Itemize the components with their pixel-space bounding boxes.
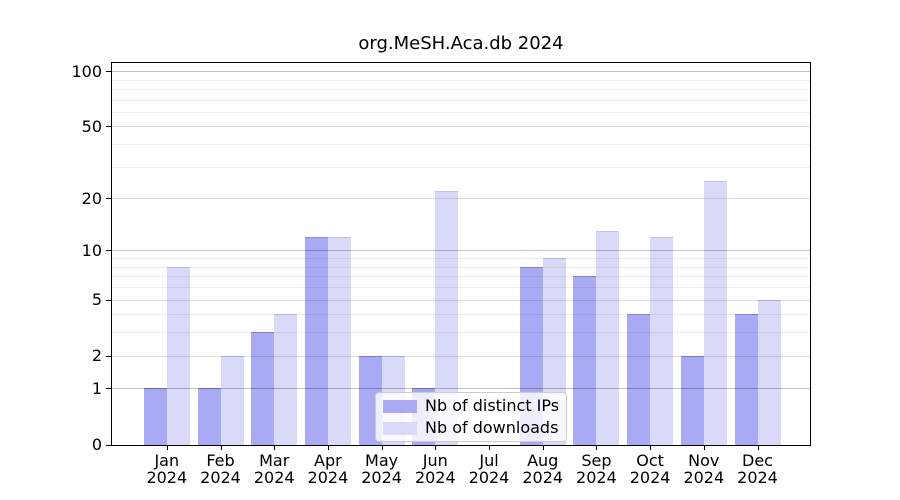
bar-downloads <box>650 236 674 445</box>
x-tick-label-line: 2024 <box>576 468 617 487</box>
x-tick-label-line: 2024 <box>253 468 295 487</box>
x-tick-label: Aug 2024 <box>503 452 583 486</box>
x-tick-mark <box>596 446 598 450</box>
plot-area <box>111 62 811 446</box>
x-tick-label-line: 2024 <box>468 468 510 487</box>
legend-item-distinct-ips: Nb of distinct IPs <box>383 397 559 415</box>
bar-downloads <box>220 355 244 445</box>
x-tick-label-line: 2024 <box>200 468 241 487</box>
x-tick-mark <box>274 446 276 450</box>
x-tick-mark <box>703 446 705 450</box>
x-tick-label-line: Mar <box>259 451 290 470</box>
gridline <box>112 111 810 113</box>
x-tick-label: Dec 2024 <box>718 452 798 486</box>
gridline <box>112 88 810 90</box>
x-tick-label: Sep 2024 <box>556 452 636 486</box>
x-tick-label-line: 2024 <box>307 468 349 487</box>
y-tick-mark <box>106 388 111 390</box>
y-tick-label: 2 <box>91 346 102 366</box>
y-tick-mark <box>106 355 111 357</box>
bar-downloads <box>435 190 459 445</box>
x-tick-label-line: Jan <box>154 451 180 470</box>
y-tick-label: 0 <box>91 435 102 454</box>
bar-distinct-ips <box>680 355 704 445</box>
x-tick-label-line: Apr <box>314 451 342 470</box>
y-tick-mark <box>106 126 111 128</box>
bar-downloads <box>703 180 727 445</box>
x-tick-mark <box>327 446 329 450</box>
x-tick-label-line: May <box>365 451 399 470</box>
y-tick-label: 50 <box>81 116 102 136</box>
bar-distinct-ips <box>304 236 328 445</box>
x-tick-mark <box>166 446 168 450</box>
x-tick-label-line: 2024 <box>522 468 564 487</box>
x-tick-label: Jun 2024 <box>395 452 475 486</box>
legend-label-distinct-ips: Nb of distinct IPs <box>425 396 560 415</box>
x-tick-label: Jan 2024 <box>127 452 207 486</box>
x-tick-label: Nov 2024 <box>664 452 744 486</box>
x-tick-label-line: 2024 <box>683 468 725 487</box>
y-tick-mark <box>106 250 111 252</box>
y-tick-label: 1 <box>91 378 102 398</box>
x-tick-label: Mar 2024 <box>234 452 314 486</box>
x-tick-label: Jul 2024 <box>449 452 529 486</box>
x-tick-mark <box>542 446 544 450</box>
x-tick-mark <box>220 446 222 450</box>
x-tick-mark <box>381 446 383 450</box>
legend-label-downloads: Nb of downloads <box>425 418 559 437</box>
x-tick-label-line: Aug <box>527 451 559 470</box>
y-tick-label: 100 <box>71 61 102 81</box>
legend-swatch-downloads <box>383 421 417 435</box>
x-tick-label-line: Dec <box>742 451 773 470</box>
gridline <box>112 144 810 146</box>
bar-downloads <box>757 299 781 445</box>
y-tick-mark <box>106 444 111 446</box>
y-tick-label: 10 <box>81 240 102 260</box>
y-tick-mark <box>106 71 111 73</box>
x-tick-mark <box>435 446 437 450</box>
x-tick-label: Feb 2024 <box>181 452 261 486</box>
bar-distinct-ips <box>251 332 275 445</box>
y-tick-label: 5 <box>91 290 102 310</box>
gridline <box>112 79 810 81</box>
x-tick-label-line: Jul <box>479 451 499 470</box>
bar-distinct-ips <box>627 314 651 445</box>
gridline <box>112 126 810 128</box>
x-tick-label-line: Feb <box>206 451 235 470</box>
bar-downloads <box>327 236 351 445</box>
y-tick-mark <box>106 198 111 200</box>
x-tick-label-line: 2024 <box>414 468 456 487</box>
gridline <box>112 166 810 168</box>
gridline <box>112 99 810 101</box>
gridline <box>112 71 810 73</box>
legend: Nb of distinct IPs Nb of downloads <box>375 392 568 442</box>
legend-swatch-distinct-ips <box>383 399 417 413</box>
bar-downloads <box>274 314 298 445</box>
bar-distinct-ips <box>197 388 221 445</box>
bar-distinct-ips <box>143 388 167 445</box>
bar-distinct-ips <box>573 276 597 445</box>
chart-title: org.MeSH.Aca.db 2024 <box>358 33 564 54</box>
x-tick-label-line: Oct <box>636 451 664 470</box>
bar-distinct-ips <box>734 314 758 445</box>
x-tick-label: May 2024 <box>342 452 422 486</box>
x-tick-label-line: Jun <box>422 451 448 470</box>
x-tick-label-line: Sep <box>581 451 612 470</box>
x-tick-mark <box>650 446 652 450</box>
x-tick-label-line: Nov <box>688 451 720 470</box>
bar-downloads <box>166 266 190 445</box>
legend-item-downloads: Nb of downloads <box>383 419 559 437</box>
x-tick-label-line: 2024 <box>361 468 402 487</box>
x-tick-label: Apr 2024 <box>288 452 368 486</box>
bar-downloads <box>596 230 620 445</box>
x-tick-mark <box>757 446 759 450</box>
x-tick-label-line: 2024 <box>629 468 671 487</box>
y-tick-label: 20 <box>81 188 102 208</box>
x-tick-label: Oct 2024 <box>610 452 690 486</box>
x-tick-label-line: 2024 <box>146 468 188 487</box>
x-tick-mark <box>489 446 490 450</box>
x-tick-label-line: 2024 <box>737 468 778 487</box>
y-tick-mark <box>106 299 111 301</box>
